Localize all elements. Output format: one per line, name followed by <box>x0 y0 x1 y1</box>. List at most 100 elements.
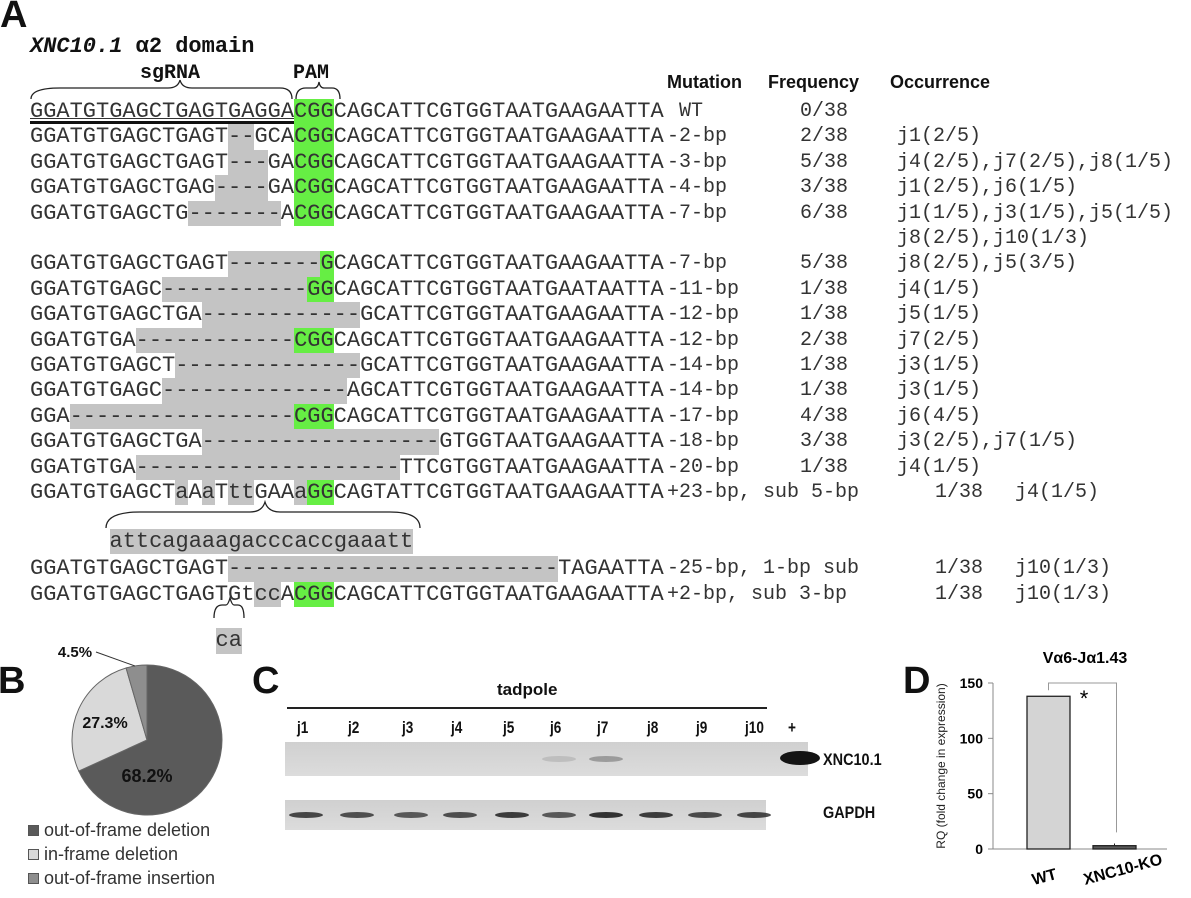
sequence-row: GGATGTGAGCTGA------------------GTGGTAATG… <box>30 429 664 455</box>
sequence-segment: CAGCATTCGTGGTAATGAATAATTA <box>333 276 664 302</box>
gel-band <box>542 756 576 762</box>
insertion-ca: ca <box>215 628 242 654</box>
frequency-cell: 1/38 <box>800 354 849 377</box>
sequence-segment: GA <box>267 175 295 201</box>
sequence-segment: CAGCATTCGTGGTAATGAAGAATTA <box>333 124 664 150</box>
frequency-cell: 2/38 <box>800 125 849 149</box>
lane-label: j1 <box>297 718 309 737</box>
mutation-highlight: -- <box>228 124 255 150</box>
sequence-row: GGATGTGAGCTGAGT-------------------------… <box>30 556 664 582</box>
legend-label: out-of-frame deletion <box>44 820 211 840</box>
sequence-segment: CAGTATTCGTGGTAATGAAGAATTA <box>333 480 664 505</box>
mutation-highlight: -------------------- <box>135 454 400 480</box>
frequency-cell: 1/38 <box>935 557 984 581</box>
domain-label: α2 domain <box>122 34 255 59</box>
sequence-row: GGATGTGA--------------------TTCGTGGTAATG… <box>30 454 664 480</box>
sequence-segment: GGATGTGAGCTGAGTG <box>30 581 242 607</box>
frequency-cell: 1/38 <box>935 481 984 504</box>
mutation-highlight: cc <box>254 581 281 607</box>
sequence-segment: GGATGTGAGCTGA <box>30 302 202 328</box>
gel-band <box>688 812 722 818</box>
mutation-cell: -11-bp <box>667 277 740 301</box>
lane-label: j2 <box>348 718 360 737</box>
y-axis-label: RQ (fold change in expression) <box>934 683 948 848</box>
sequence-row: GGATGTGAGC-----------GGCAGCATTCGTGGTAATG… <box>30 276 664 303</box>
occurrence-cell: j4(2/5),j7(2/5),j8(1/5) <box>897 150 1174 174</box>
pam-highlight: CGG <box>294 99 334 125</box>
y-tick-label: 150 <box>960 675 984 691</box>
occurrence-cell: j1(1/5),j3(1/5),j5(1/5) <box>897 201 1174 225</box>
brace-layer <box>30 79 421 619</box>
pam-highlight: GG <box>307 276 334 303</box>
occurrence-cell: j10(1/3) <box>1015 557 1112 581</box>
sequence-segment: GTGGTAATGAAGAATTA <box>439 429 664 455</box>
lane-label: j3 <box>402 718 414 737</box>
occurrence-cell: j4(1/5) <box>1015 481 1100 504</box>
sequence-segment: GGATGTGAGCTG <box>30 200 189 226</box>
gel-band <box>639 812 673 818</box>
gel-label: GAPDH <box>823 803 876 822</box>
lane-label: j7 <box>597 718 609 737</box>
sequence-segment: AGCATTCGTGGTAATGAAGAATTA <box>346 378 664 404</box>
mutation-cell: -18-bp <box>667 430 740 454</box>
panel-b-letter: B <box>0 660 26 702</box>
sequence-segment: GGATGTGAGCTGAG <box>30 175 215 201</box>
mutation-cell: -17-bp <box>667 404 740 428</box>
pam-highlight: GG <box>307 480 334 506</box>
sequence-row: GGATGTGAGCTGA------------GCATTCGTGGTAATG… <box>30 302 664 328</box>
lane-label: j8 <box>647 718 659 737</box>
sequence-segment: GGATGTGA <box>30 327 136 353</box>
lane-label: j6 <box>550 718 562 737</box>
bar <box>1092 845 1137 850</box>
occurrence-cell: j4(1/5) <box>897 455 982 479</box>
sequence-segment: GCA <box>254 124 295 150</box>
xnc10-gel-strip <box>285 742 820 776</box>
sequence-row: GGATGTGAGCTG-------ACGGCAGCATTCGTGGTAATG… <box>30 200 664 226</box>
frequency-cell: 6/38 <box>800 201 849 225</box>
mutation-highlight: ----------- <box>162 276 308 303</box>
frequency-cell: 1/38 <box>800 303 849 327</box>
mutation-highlight: a <box>294 480 308 506</box>
sequence-segment: GGATGTGAGCTGAGT <box>30 556 229 582</box>
sequence-segment: TAGAATTA <box>558 556 664 582</box>
sequence-segment: GGATGTGAGC <box>30 378 163 404</box>
legend-item: out-of-frame deletion <box>28 820 210 841</box>
panel-a-title: XNC10.1 α2 domain <box>30 34 254 59</box>
sequence-segment: CAGCATTCGTGGTAATGAAGAATTA <box>333 403 664 429</box>
mutation-cell: -7-bp <box>667 252 728 276</box>
legend-label: in-frame deletion <box>44 844 179 864</box>
pie-slice <box>125 664 148 741</box>
mutation-highlight: ---- <box>214 175 268 201</box>
sequence-row: GGATGTGAGCTGAGT-------GCAGCATTCGTGGTAATG… <box>30 251 664 277</box>
sequence-row: GGATGTGAGC--------------AGCATTCGTGGTAATG… <box>30 378 664 404</box>
sgrna-label: sgRNA <box>140 62 201 85</box>
sequence-segment: CAGCATTCGTGGTAATGAAGAATTA <box>333 175 664 201</box>
sequence-segment: GGATGTGAGCT <box>30 480 176 505</box>
sequence-row: GGATGTGA------------CGGCAGCATTCGTGGTAATG… <box>30 327 664 353</box>
frequency-cell: 1/38 <box>800 455 849 479</box>
sequence-segment: A <box>280 581 295 607</box>
y-tick-label: 0 <box>975 841 983 857</box>
sequence-segment: GGATGTGAGCTGAGT <box>30 251 229 277</box>
gel-label: XNC10.1 <box>823 750 882 769</box>
pam-brace <box>295 81 341 100</box>
gel-band <box>589 756 623 762</box>
sequence-row: GGATGTGAGCTGAGTGAGGACGGCAGCATTCGTGGTAATG… <box>30 99 664 125</box>
lane-label: j9 <box>696 718 708 737</box>
frequency-cell: 1/38 <box>935 582 984 606</box>
chart-title: Vα6-Jα1.43 <box>1043 650 1128 667</box>
sequence-row: GGATGTGAGCTGAGTGtccACGGCAGCATTCGTGGTAATG… <box>30 581 664 607</box>
y-tick-label: 50 <box>967 786 983 802</box>
sequence-segment: t <box>241 581 255 607</box>
pie-chart: 68.2% 27.3% 4.5% <box>58 644 223 816</box>
sequence-row: GGATGTGAGCTGAGT---GACGGCAGCATTCGTGGTAATG… <box>30 149 664 176</box>
gel-band <box>443 812 477 818</box>
gel-band <box>495 812 529 818</box>
lane-label: j4 <box>451 718 463 737</box>
mutation-highlight: ------- <box>228 251 321 277</box>
pam-highlight: CGG <box>294 175 334 201</box>
frequency-cell: 1/38 <box>800 277 849 301</box>
header-frequency: Frequency <box>768 72 860 92</box>
gel-band <box>589 812 623 818</box>
occurrence-cell: j3(1/5) <box>897 354 982 377</box>
